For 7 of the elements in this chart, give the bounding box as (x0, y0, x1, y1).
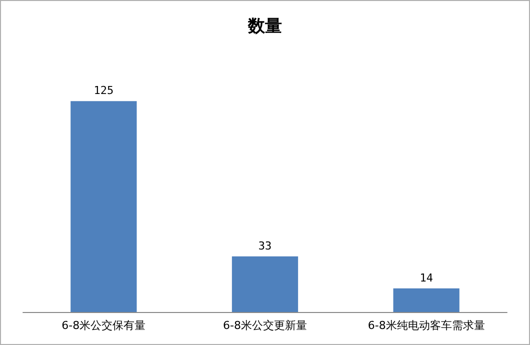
chart-title: 数量 (247, 16, 282, 36)
x-tick-label: 6-8米公交保有量 (62, 319, 146, 332)
x-tick-label: 6-8米纯电动客车需求量 (368, 319, 485, 332)
data-label: 33 (258, 239, 272, 252)
data-label: 125 (94, 84, 114, 98)
x-tick-label: 6-8米公交更新量 (223, 319, 307, 332)
data-label: 14 (420, 271, 434, 284)
